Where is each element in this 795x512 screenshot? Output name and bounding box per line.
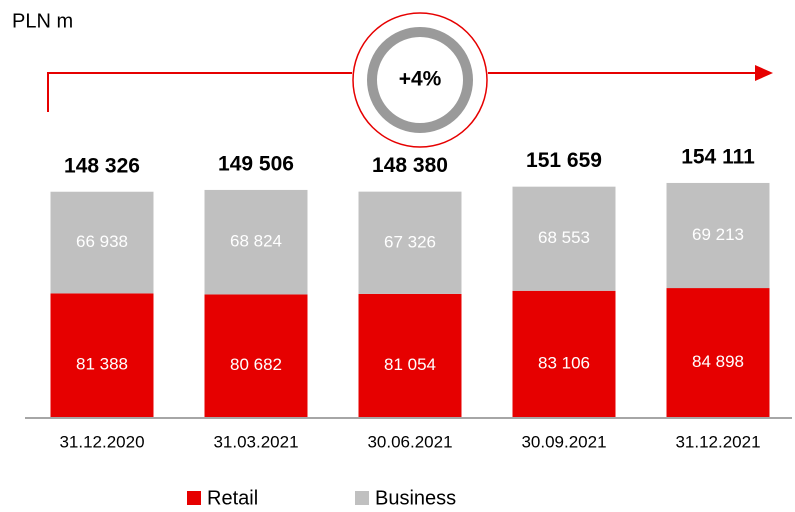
total-label: 148 326 [64, 154, 140, 177]
growth-annotation: +4% [399, 68, 442, 91]
growth-arrow: +4% [47, 12, 773, 148]
arrow-head [755, 65, 773, 81]
total-label: 149 506 [218, 152, 294, 175]
bar-segment [50, 293, 154, 417]
badge-ring [367, 27, 473, 133]
total-label: 148 380 [372, 154, 448, 177]
total-label: 154 111 [681, 145, 755, 168]
bar-segment [666, 182, 770, 289]
value-label: 69 213 [692, 225, 744, 244]
bar-segment [204, 189, 308, 295]
value-label: 67 326 [384, 232, 436, 251]
legend-swatch [187, 491, 201, 505]
arrow-line [47, 72, 352, 112]
value-label: 68 824 [230, 232, 282, 251]
x-tick-label: 30.09.2021 [521, 432, 606, 451]
x-tick-label: 31.03.2021 [213, 432, 298, 451]
value-label: 83 106 [538, 353, 590, 372]
bar-segment [666, 288, 770, 417]
legend-label: Retail [207, 487, 258, 509]
x-tick-label: 31.12.2021 [675, 432, 760, 451]
x-tick-label: 30.06.2021 [367, 432, 452, 451]
bar-segment [50, 191, 154, 294]
value-label: 68 553 [538, 228, 590, 247]
bar-segment [512, 186, 616, 291]
value-label: 84 898 [692, 352, 744, 371]
value-label: 66 938 [76, 232, 128, 251]
value-label: 80 682 [230, 355, 282, 374]
legend-label: Business [375, 487, 456, 509]
value-label: 81 054 [384, 355, 436, 374]
unit-label: PLN m [12, 10, 73, 32]
x-tick-label: 31.12.2020 [59, 432, 144, 451]
bar-segment [512, 290, 616, 417]
bar-segment [358, 293, 462, 417]
value-label: 81 388 [76, 355, 128, 374]
total-label: 151 659 [526, 149, 602, 172]
bar-segment [204, 294, 308, 417]
legend-swatch [355, 491, 369, 505]
bar-segment [358, 191, 462, 294]
